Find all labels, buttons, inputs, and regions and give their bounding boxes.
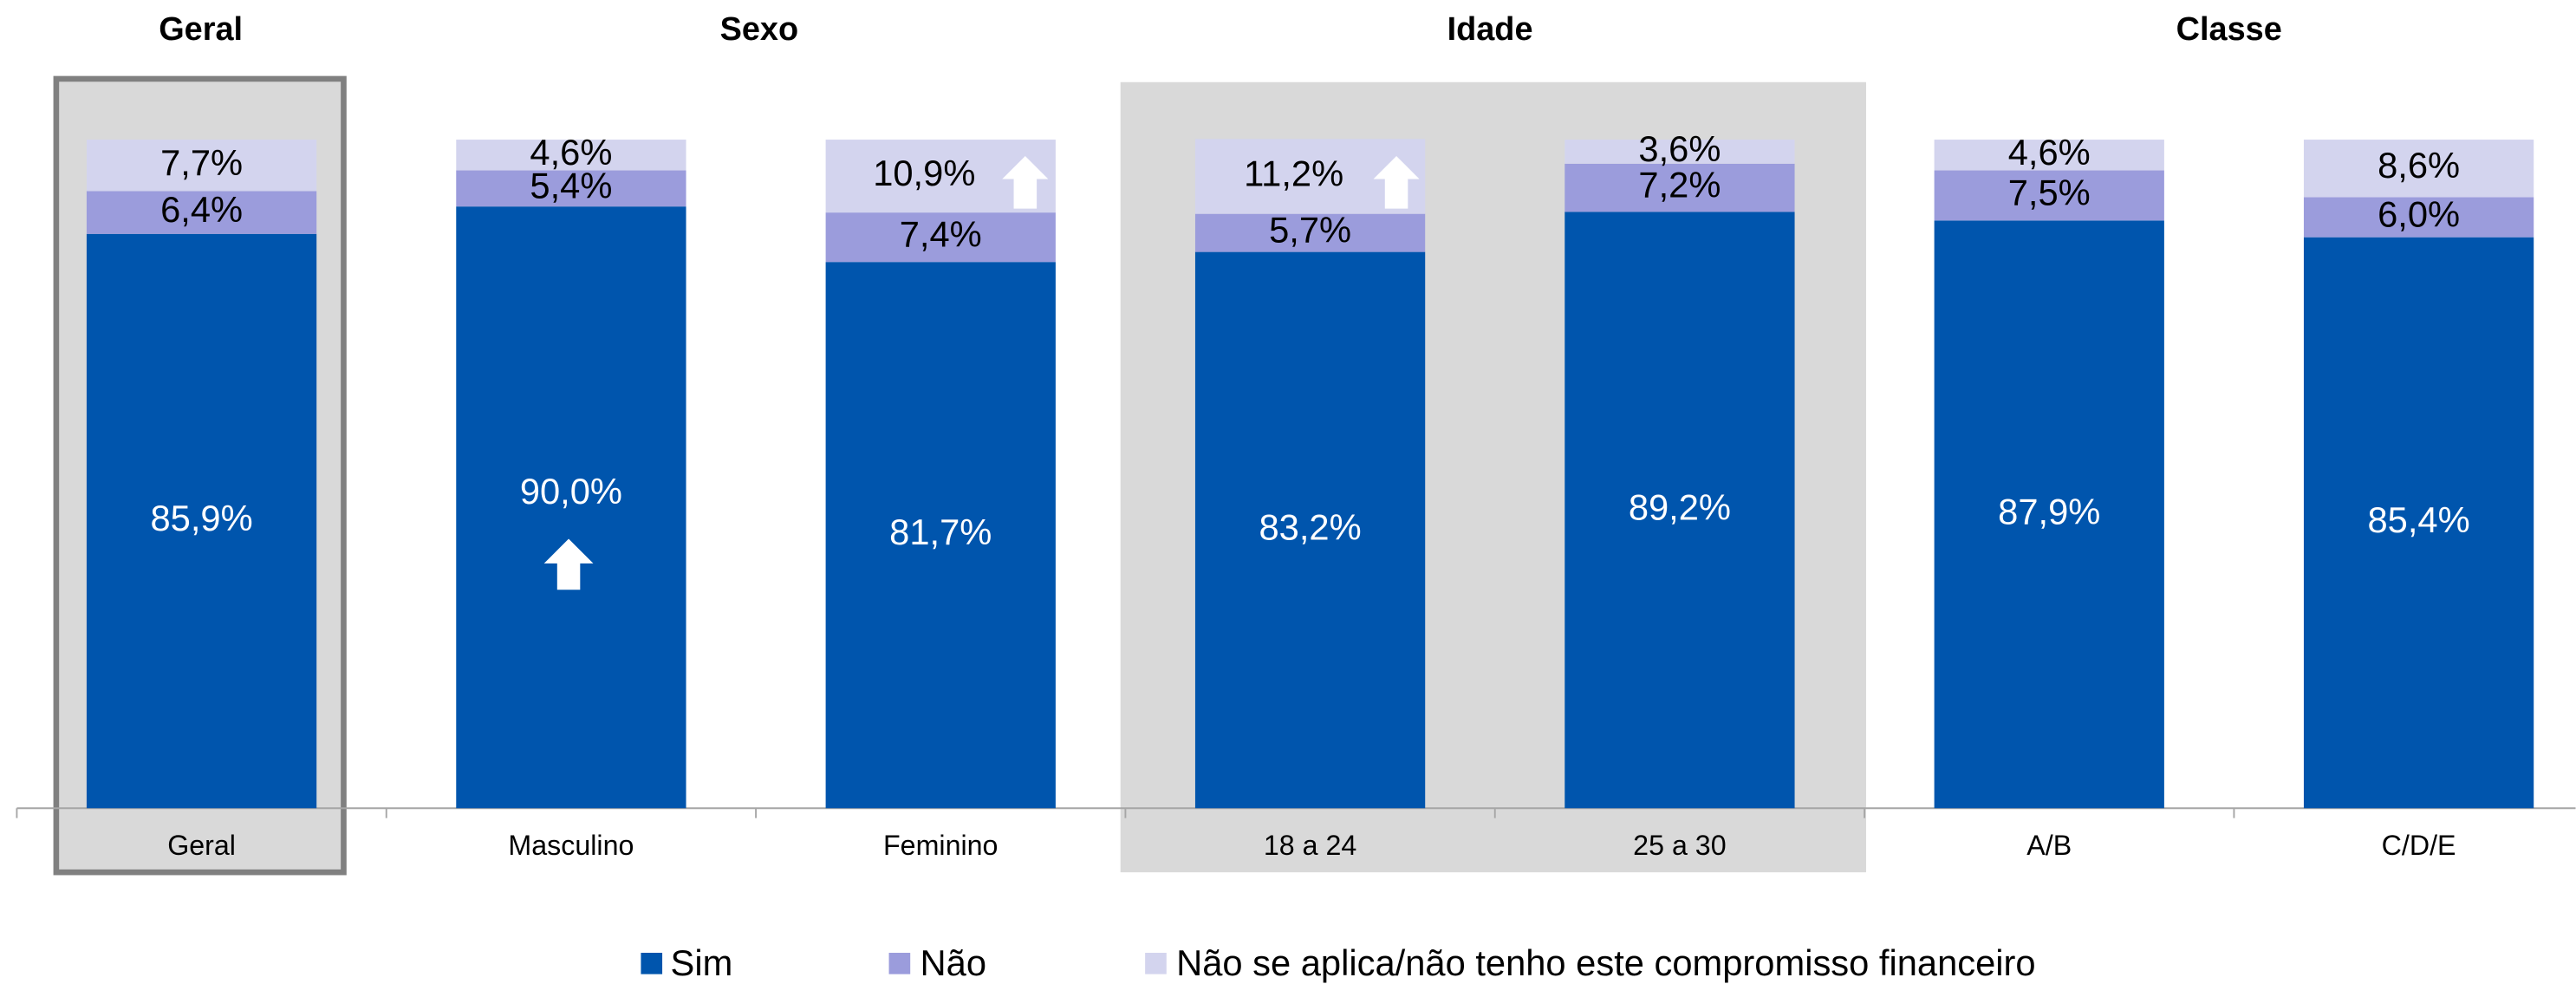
data-label: 8,6%: [2378, 145, 2460, 186]
bar-segment: [1934, 220, 2164, 809]
bar-segment: [456, 140, 686, 171]
data-label: 5,4%: [530, 165, 612, 205]
bar-segment: [2303, 237, 2534, 809]
bar-segment: [86, 233, 317, 809]
data-label: 5,7%: [1269, 210, 1351, 251]
data-label: 81,7%: [889, 512, 992, 552]
x-tick-label: A/B: [2026, 830, 2072, 861]
up-arrow: [1373, 156, 1420, 209]
x-tick-label: Geral: [167, 830, 236, 861]
bar-segment: [86, 191, 317, 234]
group-title: Idade: [1447, 11, 1533, 48]
bar-segment: [2303, 140, 2534, 198]
data-label: 6,0%: [2378, 194, 2460, 235]
up-arrow: [1002, 156, 1049, 209]
data-label: 89,2%: [1629, 486, 1731, 527]
data-label: 10,9%: [873, 153, 975, 193]
data-label: 90,0%: [520, 471, 622, 512]
group-title: Geral: [159, 11, 243, 48]
x-tick-label: C/D/E: [2382, 830, 2456, 861]
data-label: 7,4%: [900, 214, 982, 255]
bar-segment: [456, 206, 686, 809]
x-tick-label: Feminino: [883, 830, 998, 861]
bar-segment: [456, 170, 686, 207]
legend-swatch: [888, 952, 911, 974]
data-label: 85,4%: [2368, 499, 2470, 540]
bar-segment: [825, 212, 1056, 263]
x-tick-label: 25 a 30: [1633, 830, 1726, 861]
data-label: 4,6%: [530, 132, 612, 173]
data-label: 83,2%: [1259, 506, 1361, 547]
bar-segment: [1934, 140, 2164, 171]
bar-segment: [1564, 163, 1795, 212]
legend-label: Não: [920, 942, 986, 983]
data-label: 7,5%: [2008, 172, 2091, 212]
up-arrow: [543, 538, 594, 590]
arrows: [543, 156, 1420, 590]
data-label: 85,9%: [150, 498, 252, 538]
bar-segment: [2303, 197, 2534, 238]
data-label: 6,4%: [160, 189, 243, 230]
x-tick-label: 18 a 24: [1264, 830, 1356, 861]
group-title: Sexo: [720, 11, 799, 48]
legend-label: Não se aplica/não tenho este compromisso…: [1176, 942, 2035, 983]
bar-segment: [1934, 170, 2164, 221]
legend-label: Sim: [671, 942, 733, 983]
data-label: 7,2%: [1638, 165, 1721, 205]
bar-segment: [1564, 212, 1795, 809]
data-label: 4,6%: [2008, 132, 2091, 173]
legend-swatch: [641, 952, 663, 974]
data-label: 11,2%: [1244, 153, 1343, 193]
bar-segment: [825, 262, 1056, 809]
data-label: 7,7%: [160, 142, 243, 183]
x-tick-label: Masculino: [508, 830, 634, 861]
bar-segment: [86, 140, 317, 192]
data-label: 87,9%: [1998, 491, 2100, 531]
group-title: Classe: [2176, 11, 2282, 48]
bar-segment: [1194, 213, 1426, 252]
legend-swatch: [1145, 952, 1167, 974]
data-label: 3,6%: [1638, 128, 1721, 169]
bar-segment: [1564, 140, 1795, 164]
bar-segment: [1194, 251, 1426, 809]
